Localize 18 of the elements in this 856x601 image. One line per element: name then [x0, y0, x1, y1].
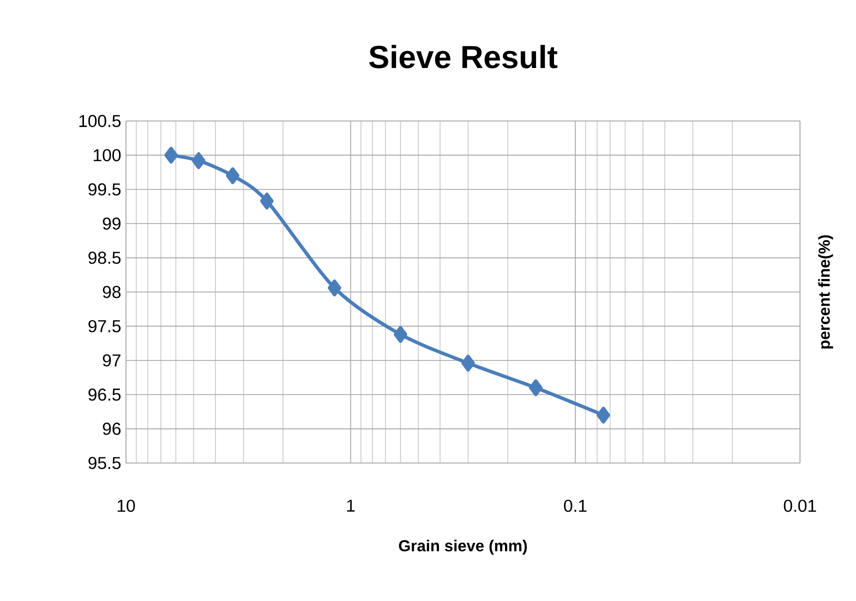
- y-tick-label: 96: [102, 422, 121, 435]
- x-tick-label: 10: [118, 500, 135, 512]
- x-tick-label: 1: [347, 500, 355, 512]
- y-tick-label: 97.5: [88, 320, 121, 332]
- x-tick-label: 0.1: [564, 500, 587, 512]
- y-tick-label: 98.5: [88, 252, 121, 264]
- y-tick-label: 99: [102, 217, 120, 230]
- y-tick-label: 98: [102, 286, 121, 298]
- y-tick-label: 96.5: [88, 388, 121, 401]
- y-tick-label: 100: [94, 149, 121, 162]
- y-tick-label: 100.5: [79, 114, 121, 128]
- x-tick-label: 0.01: [784, 500, 816, 512]
- y-tick-label: 99.5: [88, 183, 121, 196]
- x-axis-title: Grain sieve (mm): [398, 540, 527, 555]
- chart-title: Sieve Result: [369, 44, 558, 68]
- y-axis-title: percent fine(%): [818, 235, 834, 349]
- y-tick-label: 97: [102, 354, 120, 367]
- y-tick-label: 95.5: [88, 456, 121, 470]
